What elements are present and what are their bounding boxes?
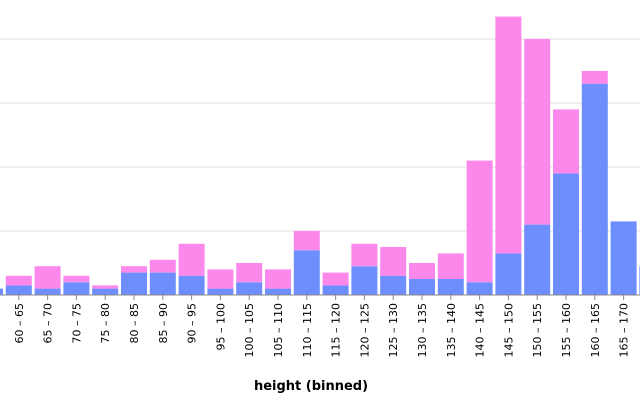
- x-tick-label-7: 90 – 95: [186, 303, 199, 344]
- x-tick-label-17: 140 – 145: [474, 303, 487, 357]
- bar-12-series-0: [322, 285, 349, 295]
- bar-20-series-0: [553, 173, 579, 295]
- x-tick-label-2: 65 – 70: [42, 303, 55, 344]
- bar-5-series-0: [121, 272, 147, 295]
- x-tick-label-1: 60 – 65: [13, 303, 26, 344]
- bar-19-series-0: [524, 224, 551, 295]
- bar-21-series-1: [581, 71, 608, 84]
- bar-22-series-0: [610, 221, 637, 295]
- x-tick-label-12: 115 – 120: [330, 303, 343, 357]
- bar-14-series-1: [380, 247, 407, 276]
- bar-6-series-1: [149, 259, 176, 273]
- x-tick-label-16: 135 – 140: [445, 303, 458, 357]
- x-tick-label-9: 100 – 105: [243, 303, 256, 357]
- bar-13-series-0: [351, 266, 378, 295]
- bar-13-series-1: [351, 243, 378, 267]
- bar-8-series-1: [207, 269, 234, 289]
- x-tick-label-21: 160 – 165: [589, 303, 602, 357]
- bar-2-series-1: [34, 266, 61, 289]
- bar-9-series-0: [236, 282, 263, 295]
- x-tick-label-14: 125 – 130: [387, 303, 400, 357]
- bar-10-series-1: [265, 269, 291, 289]
- bar-6-series-0: [149, 272, 176, 295]
- bar-10-series-0: [265, 288, 291, 295]
- x-tick-label-20: 155 – 160: [560, 303, 573, 357]
- bar-3-series-1: [63, 275, 90, 283]
- bar-19-series-1: [524, 39, 551, 225]
- x-tick-label-10: 105 – 110: [272, 303, 285, 357]
- x-tick-label-13: 120 – 125: [358, 303, 371, 357]
- x-tick-label-11: 110 – 115: [301, 303, 314, 357]
- bar-15-series-0: [409, 279, 435, 295]
- bar-17-series-1: [466, 160, 493, 283]
- x-tick-label-4: 75 – 80: [99, 303, 112, 344]
- bar-14-series-0: [380, 275, 407, 295]
- x-tick-label-22: 165 – 170: [618, 303, 631, 357]
- bar-18-series-0: [495, 253, 522, 295]
- x-axis-title: height (binned): [254, 379, 368, 394]
- bar-18-series-1: [495, 16, 522, 254]
- x-tick-label-6: 85 – 90: [157, 303, 170, 344]
- x-tick-label-5: 80 – 85: [128, 303, 141, 344]
- x-tick-label-19: 150 – 155: [531, 303, 544, 357]
- bar-5-series-1: [121, 266, 147, 273]
- bar-7-series-1: [178, 243, 205, 276]
- x-tick-label-15: 130 – 135: [416, 303, 429, 357]
- x-tick-label-18: 145 – 150: [502, 303, 515, 357]
- bar-2-series-0: [34, 288, 61, 295]
- bar-20-series-1: [553, 109, 579, 174]
- bar-7-series-0: [178, 275, 205, 295]
- x-tick-label-3: 70 – 75: [70, 303, 83, 344]
- bar-12-series-1: [322, 272, 349, 286]
- bar-4-series-0: [92, 288, 119, 295]
- bar-9-series-1: [236, 263, 263, 283]
- bar-17-series-0: [466, 282, 493, 295]
- bar-0-series-0: [0, 288, 3, 295]
- bar-16-series-1: [437, 253, 464, 279]
- bar-1-series-0: [5, 285, 32, 295]
- bar-4-series-1: [92, 285, 119, 289]
- bar-1-series-1: [5, 275, 32, 286]
- bar-8-series-0: [207, 288, 234, 295]
- bar-16-series-0: [437, 279, 464, 295]
- bars: [0, 16, 640, 295]
- bar-11-series-1: [293, 231, 320, 251]
- bar-3-series-0: [63, 282, 90, 295]
- bar-11-series-0: [293, 250, 320, 295]
- x-tick-label-8: 95 – 100: [214, 303, 227, 351]
- bar-15-series-1: [409, 263, 435, 279]
- bar-21-series-0: [581, 83, 608, 295]
